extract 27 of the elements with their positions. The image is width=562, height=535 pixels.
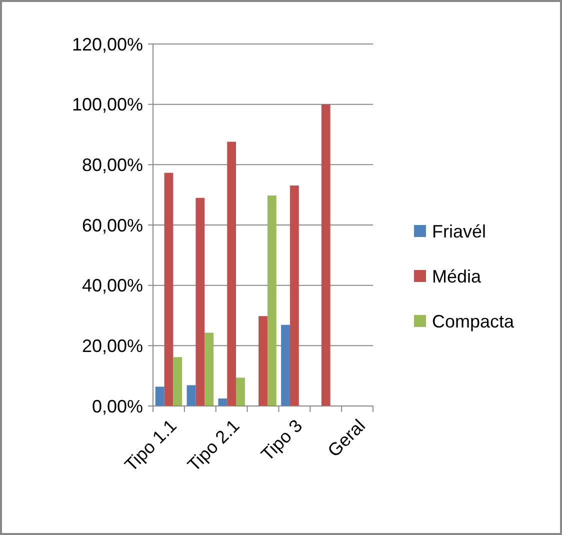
bar bbox=[290, 185, 299, 406]
bar bbox=[173, 357, 182, 406]
y-tick-label: 20,00% bbox=[82, 336, 143, 356]
bar bbox=[164, 172, 174, 406]
legend-label: Compacta bbox=[432, 311, 516, 332]
y-tick-label: 80,00% bbox=[82, 154, 143, 175]
bar bbox=[155, 386, 164, 406]
bar bbox=[218, 398, 228, 406]
bar bbox=[281, 324, 290, 406]
y-tick-label: 40,00% bbox=[82, 276, 143, 296]
bar bbox=[227, 142, 236, 406]
bar bbox=[236, 378, 245, 406]
legend-label: Média bbox=[432, 266, 482, 286]
y-tick-label: 120,00% bbox=[72, 34, 143, 54]
x-tick-label: Tipo 2.1 bbox=[184, 416, 244, 476]
x-tick-label: Tipo 1.1 bbox=[120, 416, 180, 476]
y-tick-label: 0,00% bbox=[92, 396, 143, 416]
legend-label: Friavél bbox=[432, 221, 486, 242]
bar bbox=[267, 195, 276, 406]
y-tick-label: 100,00% bbox=[72, 94, 143, 115]
x-tick-label: Tipo 3 bbox=[257, 416, 306, 465]
bar bbox=[321, 104, 330, 406]
bar bbox=[258, 316, 268, 406]
bar bbox=[196, 198, 205, 406]
bar bbox=[204, 332, 214, 406]
y-tick-label: 60,00% bbox=[82, 215, 143, 236]
bar bbox=[186, 385, 196, 406]
